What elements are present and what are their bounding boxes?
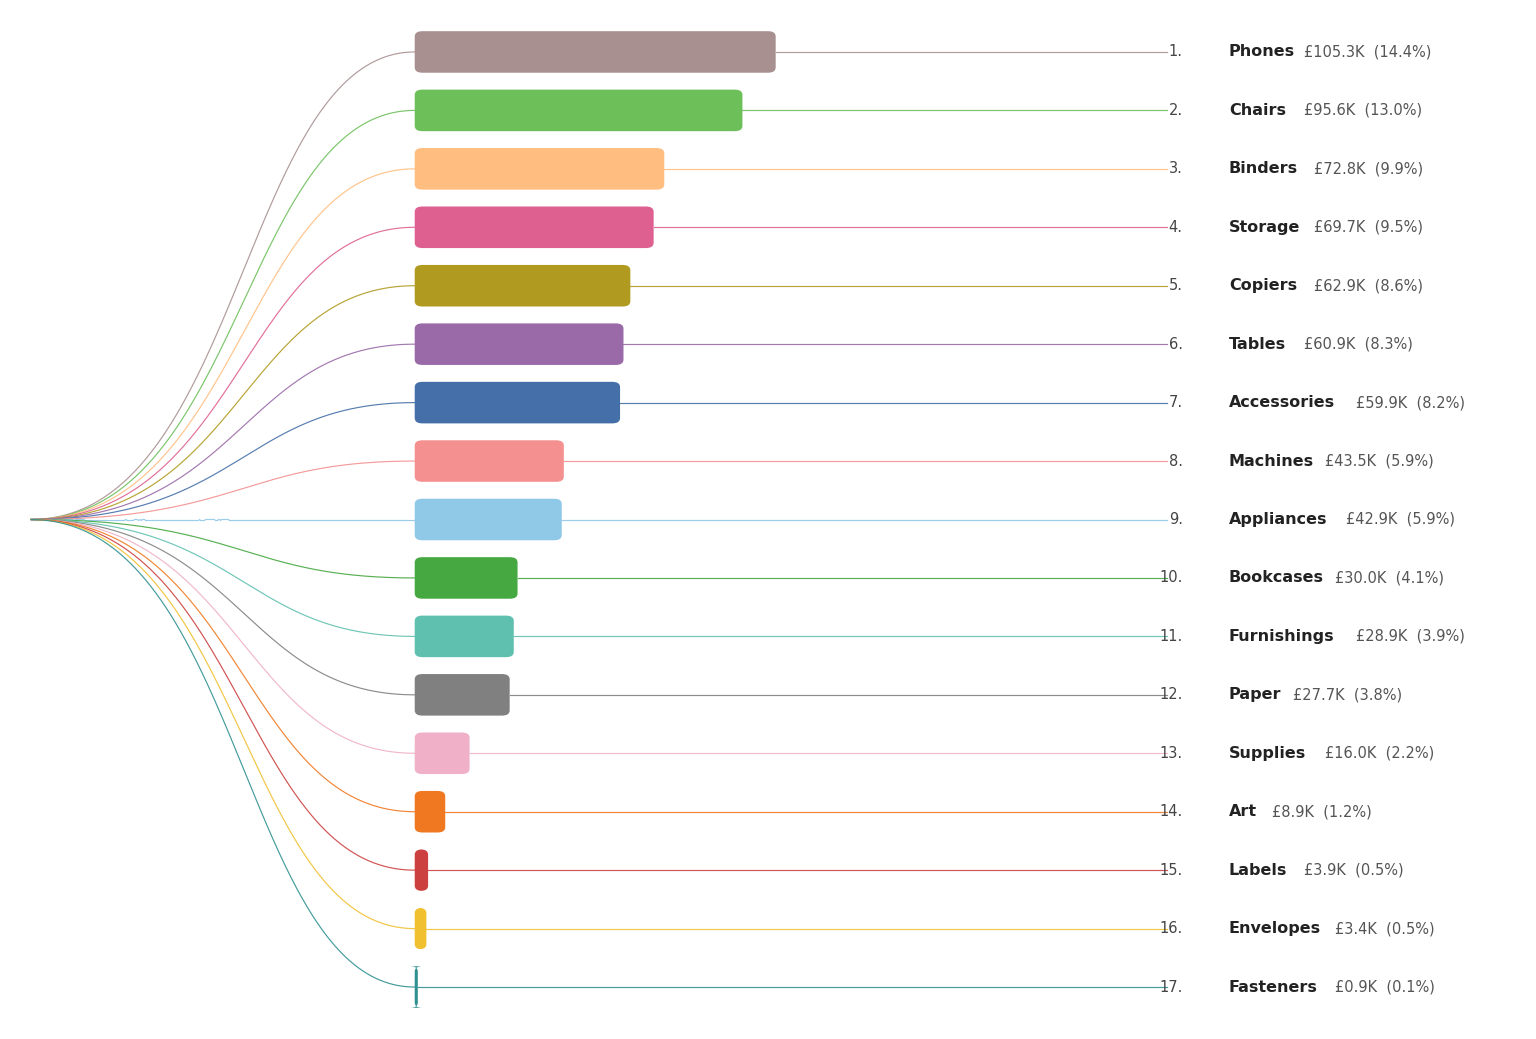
Text: £59.9K  (8.2%): £59.9K (8.2%) [1356,395,1465,410]
Text: 6.: 6. [1169,337,1183,351]
Text: Chairs: Chairs [1229,103,1286,117]
Text: 7.: 7. [1169,395,1183,410]
FancyBboxPatch shape [415,849,429,890]
Text: 13.: 13. [1160,746,1183,761]
FancyBboxPatch shape [415,89,742,131]
Text: Art: Art [1229,804,1256,819]
Text: £105.3K  (14.4%): £105.3K (14.4%) [1304,45,1432,59]
FancyBboxPatch shape [415,265,630,307]
FancyBboxPatch shape [415,207,654,248]
Text: £69.7K  (9.5%): £69.7K (9.5%) [1315,220,1424,235]
Text: £16.0K  (2.2%): £16.0K (2.2%) [1324,746,1435,761]
Text: 12.: 12. [1160,688,1183,702]
Text: Labels: Labels [1229,862,1287,878]
FancyBboxPatch shape [415,499,562,540]
FancyBboxPatch shape [415,908,427,950]
FancyBboxPatch shape [415,615,513,658]
Text: Storage: Storage [1229,220,1299,235]
Text: 10.: 10. [1160,570,1183,585]
FancyBboxPatch shape [415,31,776,73]
Text: 8.: 8. [1169,454,1183,469]
Text: 14.: 14. [1160,804,1183,819]
Text: 3.: 3. [1169,161,1183,177]
FancyBboxPatch shape [415,323,624,365]
Text: Bookcases: Bookcases [1229,570,1324,585]
FancyBboxPatch shape [415,557,518,598]
Text: £42.9K  (5.9%): £42.9K (5.9%) [1346,512,1455,527]
Text: Fasteners: Fasteners [1229,980,1318,994]
Text: 1.: 1. [1169,45,1183,59]
FancyBboxPatch shape [415,381,621,423]
Text: Supplies: Supplies [1229,746,1306,761]
FancyBboxPatch shape [415,674,510,716]
Text: £0.9K  (0.1%): £0.9K (0.1%) [1335,980,1435,994]
FancyBboxPatch shape [415,791,445,832]
Text: £43.5K  (5.9%): £43.5K (5.9%) [1324,454,1433,469]
Text: 17.: 17. [1160,980,1183,994]
Text: £62.9K  (8.6%): £62.9K (8.6%) [1315,278,1424,293]
Text: Binders: Binders [1229,161,1298,177]
Text: 11.: 11. [1160,629,1183,644]
Text: 15.: 15. [1160,862,1183,878]
Text: 16.: 16. [1160,922,1183,936]
Text: Accessories: Accessories [1229,395,1335,410]
FancyBboxPatch shape [415,732,470,774]
Text: £30.0K  (4.1%): £30.0K (4.1%) [1335,570,1444,585]
Text: Appliances: Appliances [1229,512,1327,527]
Text: £3.9K  (0.5%): £3.9K (0.5%) [1304,862,1404,878]
Text: £3.4K  (0.5%): £3.4K (0.5%) [1335,922,1435,936]
Text: £8.9K  (1.2%): £8.9K (1.2%) [1272,804,1372,819]
Text: Envelopes: Envelopes [1229,922,1321,936]
Text: 4.: 4. [1169,220,1183,235]
Text: £28.9K  (3.9%): £28.9K (3.9%) [1356,629,1465,644]
FancyBboxPatch shape [410,966,422,1008]
Text: 5.: 5. [1169,278,1183,293]
Text: Phones: Phones [1229,45,1295,59]
Text: Furnishings: Furnishings [1229,629,1335,644]
Text: Tables: Tables [1229,337,1286,351]
Text: £72.8K  (9.9%): £72.8K (9.9%) [1315,161,1424,177]
Text: Copiers: Copiers [1229,278,1296,293]
Text: £27.7K  (3.8%): £27.7K (3.8%) [1293,688,1402,702]
Text: Machines: Machines [1229,454,1313,469]
FancyBboxPatch shape [415,441,564,482]
Text: Paper: Paper [1229,688,1281,702]
Text: 2.: 2. [1169,103,1183,117]
FancyBboxPatch shape [415,149,664,189]
Text: £60.9K  (8.3%): £60.9K (8.3%) [1304,337,1413,351]
Text: £95.6K  (13.0%): £95.6K (13.0%) [1304,103,1422,117]
Text: 9.: 9. [1169,512,1183,527]
